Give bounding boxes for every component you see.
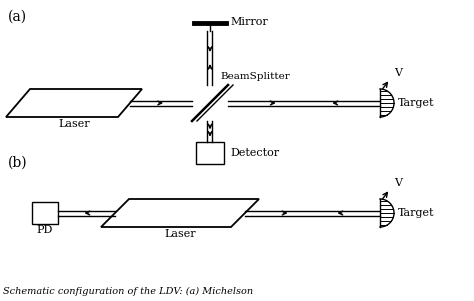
Text: V: V xyxy=(394,68,402,78)
Bar xyxy=(32,202,58,224)
Text: Target: Target xyxy=(398,208,435,218)
Text: Schematic configuration of the LDV: (a) Michelson: Schematic configuration of the LDV: (a) … xyxy=(3,287,253,296)
Text: BeamSplitter: BeamSplitter xyxy=(220,72,290,81)
Text: PD: PD xyxy=(37,225,53,235)
Bar xyxy=(196,142,224,164)
Text: V: V xyxy=(394,178,402,188)
Text: Target: Target xyxy=(398,98,435,108)
Text: Mirror: Mirror xyxy=(230,17,268,27)
Text: Laser: Laser xyxy=(164,229,196,239)
Text: Laser: Laser xyxy=(58,119,90,129)
Text: (b): (b) xyxy=(8,156,27,170)
Text: (a): (a) xyxy=(8,10,27,24)
Text: Detector: Detector xyxy=(230,148,279,158)
